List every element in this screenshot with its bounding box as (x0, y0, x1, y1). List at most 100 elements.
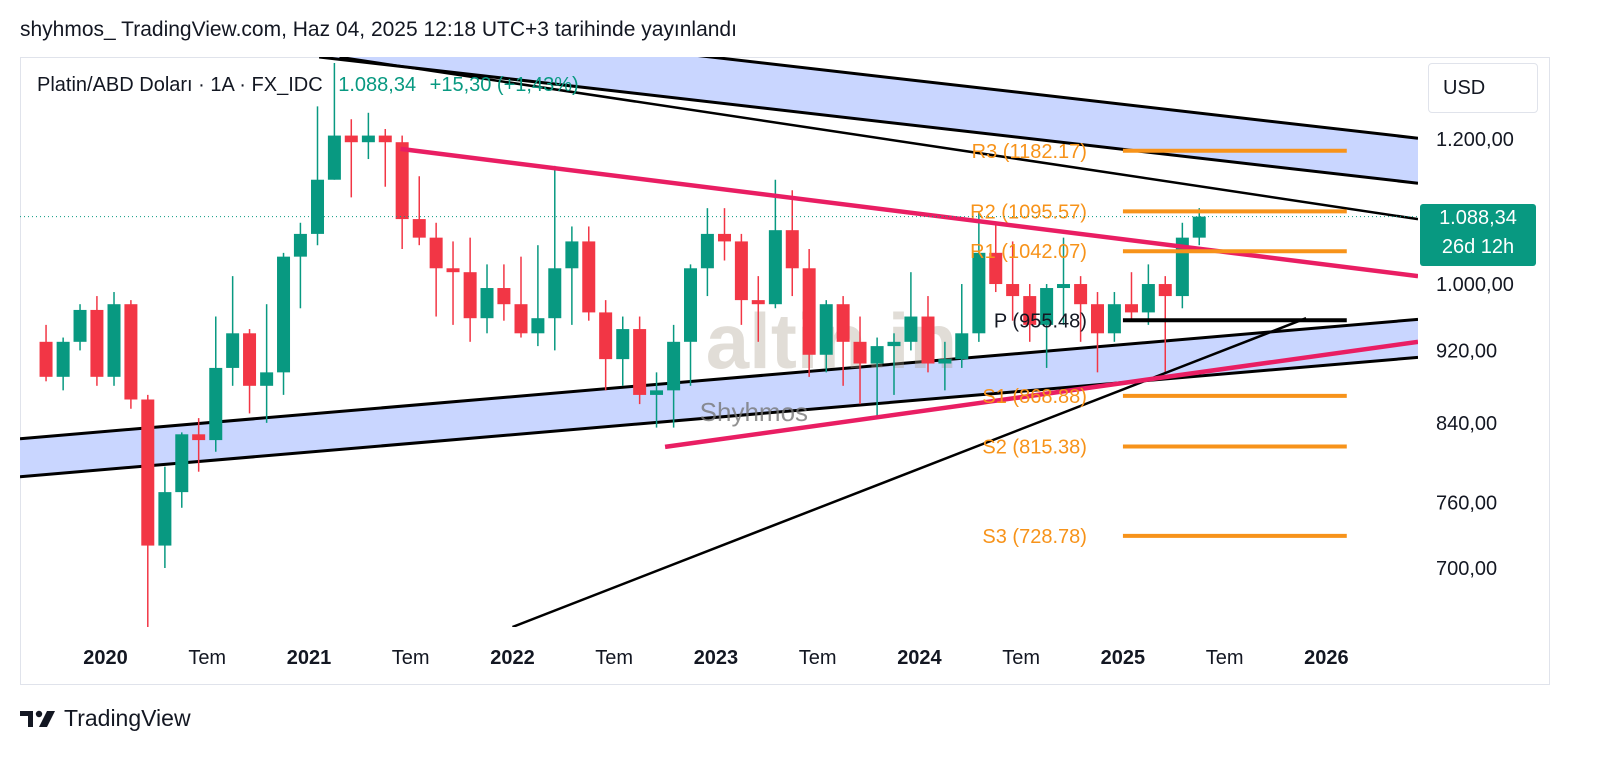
currency-button[interactable]: USD (1428, 63, 1538, 113)
candle-body[interactable] (1124, 304, 1138, 313)
last-price: 1.088,34 (338, 74, 417, 96)
price-axis-label: 700,00 (1436, 558, 1497, 580)
symbol-legend[interactable]: Platin/ABD Doları · 1A · FX_IDC 1.088,34… (37, 74, 579, 97)
upper-trend-line (339, 57, 1418, 221)
candle-body[interactable] (548, 268, 562, 319)
candle-body[interactable] (717, 233, 731, 242)
candle-body[interactable] (1057, 284, 1071, 289)
candle-body[interactable] (853, 341, 867, 364)
candle-body[interactable] (989, 252, 1003, 285)
pink-resistance-line (400, 146, 1418, 279)
candle-body[interactable] (887, 341, 901, 347)
candle-body[interactable] (90, 309, 104, 377)
candle-body[interactable] (463, 272, 477, 319)
symbol-name[interactable]: Platin/ABD Doları · 1A · FX_IDC (37, 74, 323, 96)
candle-body[interactable] (785, 230, 799, 269)
lower-channel-fill (20, 319, 1418, 477)
published-caption: shyhmos_ TradingView.com, Haz 04, 2025 1… (20, 18, 737, 41)
candle-body[interactable] (412, 219, 426, 238)
candle-body[interactable] (56, 341, 70, 377)
candle-body[interactable] (700, 233, 714, 269)
time-axis-label: Tem (1002, 647, 1040, 669)
time-axis-label: Tem (1206, 647, 1244, 669)
candle-body[interactable] (226, 333, 240, 368)
time-axis: 2020 Tem 2021 Tem 2022 Tem 2023 Tem 2024 Tem 2025 T… (83, 647, 1348, 669)
candle-body[interactable] (650, 390, 664, 395)
candle-body[interactable] (1141, 284, 1155, 313)
price-chart[interactable]: altin.inShyhmosR3 (1182.17)R2 (1095.57)R… (20, 57, 1550, 685)
candle-body[interactable] (497, 288, 511, 305)
candle-body[interactable] (124, 304, 138, 400)
candle-body[interactable] (599, 312, 613, 360)
candle-body[interactable] (972, 252, 986, 334)
time-axis-label: 2020 (83, 647, 128, 669)
candle-body[interactable] (802, 268, 816, 355)
candle-body[interactable] (158, 492, 172, 546)
candle-body[interactable] (938, 359, 952, 364)
candle-body[interactable] (1006, 284, 1020, 297)
candle-body[interactable] (1107, 304, 1121, 334)
candle-body[interactable] (429, 237, 443, 269)
candle-body[interactable] (751, 300, 765, 305)
candle-body[interactable] (446, 268, 460, 273)
candle-body[interactable] (277, 256, 291, 373)
time-axis-label: 2022 (490, 647, 535, 669)
candle-body[interactable] (311, 179, 325, 234)
price-axis-label: 840,00 (1436, 413, 1497, 435)
candle-body[interactable] (1192, 216, 1206, 238)
candle-body[interactable] (616, 329, 630, 360)
candle-body[interactable] (395, 142, 409, 220)
candle-body[interactable] (565, 241, 579, 269)
ascending-trend-line (512, 317, 1307, 627)
tradingview-logo-icon (20, 710, 55, 727)
candle-body[interactable] (531, 318, 545, 334)
price-axis-label: 1.000,00 (1436, 274, 1514, 296)
candle-body[interactable] (684, 268, 698, 342)
candle-body[interactable] (1158, 284, 1172, 297)
candle-body[interactable] (582, 241, 596, 313)
candle-body[interactable] (378, 135, 392, 143)
current-price-tag: 1.088,34 26d 12h (1420, 204, 1536, 266)
chart-frame (20, 57, 1550, 685)
candle-body[interactable] (921, 316, 935, 364)
candle-body[interactable] (39, 341, 53, 377)
pivot-label: R3 (1182.17) (972, 141, 1087, 163)
candle-body[interactable] (260, 372, 274, 386)
candle-body[interactable] (327, 135, 341, 180)
candle-body[interactable] (209, 367, 223, 441)
candle-body[interactable] (243, 333, 257, 386)
candle-body[interactable] (480, 288, 494, 319)
price-axis-label: 1.200,00 (1436, 129, 1514, 151)
candle-body[interactable] (870, 346, 884, 364)
pink-support-line (664, 339, 1418, 450)
candle-body[interactable] (107, 304, 121, 377)
candle-body[interactable] (73, 309, 87, 342)
candle-body[interactable] (1040, 288, 1054, 325)
candle-body[interactable] (1023, 296, 1037, 325)
candle-body[interactable] (514, 304, 528, 334)
candle-body[interactable] (175, 434, 189, 493)
candle-body[interactable] (1090, 304, 1104, 334)
candle-body[interactable] (192, 434, 206, 441)
pivot-label: S1 (868.88) (982, 386, 1087, 408)
candle-body[interactable] (734, 241, 748, 301)
bar-countdown: 26d 12h (1441, 236, 1515, 258)
candle-body[interactable] (1074, 284, 1088, 305)
candle-body[interactable] (819, 304, 833, 355)
candle-body[interactable] (904, 316, 918, 342)
tradingview-brand: TradingView (64, 705, 191, 731)
candle-body[interactable] (955, 333, 969, 360)
pane-content: altin.inShyhmosR3 (1182.17)R2 (1095.57)R… (20, 57, 1418, 627)
candle-body[interactable] (836, 304, 850, 342)
candle-body[interactable] (633, 329, 647, 395)
time-axis-label: 2021 (287, 647, 332, 669)
current-price-value: 1.088,34 (1439, 207, 1517, 229)
price-axis-label: 760,00 (1436, 493, 1497, 515)
footer[interactable]: TradingView (20, 705, 191, 732)
candle-body[interactable] (293, 233, 307, 257)
candle-body[interactable] (667, 341, 681, 391)
candle-body[interactable] (361, 135, 375, 143)
candle-body[interactable] (344, 135, 358, 143)
candle-body[interactable] (768, 230, 782, 305)
candle-body[interactable] (141, 399, 155, 546)
